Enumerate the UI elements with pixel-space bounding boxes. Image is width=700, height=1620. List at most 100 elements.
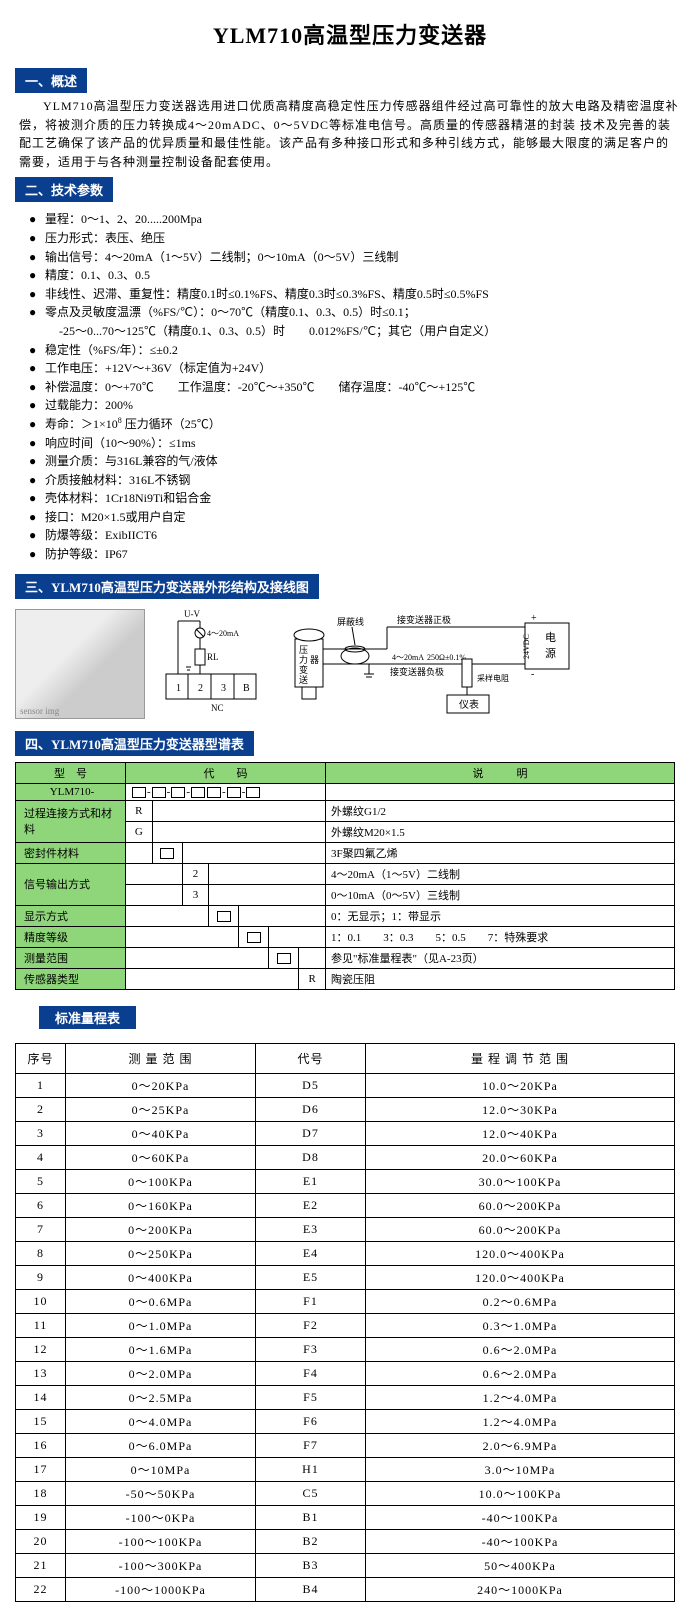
param-item: 工作电压：+12V～+36V（标定值为+24V） (45, 359, 685, 378)
range-cell: -40～100KPa (366, 1505, 675, 1529)
range-cell: 0～10MPa (66, 1457, 256, 1481)
range-row: 170～10MPaH13.0～10MPa (16, 1457, 675, 1481)
range-cell: 10.0～100KPa (366, 1481, 675, 1505)
range-cell: 50～400KPa (366, 1553, 675, 1577)
range-cell: B4 (256, 1577, 366, 1601)
range-cell: 1.2～4.0MPa (366, 1385, 675, 1409)
param-item: 响应时间（10～90%）：≤1ms (45, 434, 685, 453)
range-cell: F4 (256, 1361, 366, 1385)
range-cell: 0～4.0MPa (66, 1409, 256, 1433)
svg-text:RL: RL (207, 652, 219, 662)
param-item: 零点及灵敏度温漂（%FS/℃）：0～70℃（精度0.1、0.3、0.5）时≤0.… (45, 303, 685, 340)
range-cell: -100～0KPa (66, 1505, 256, 1529)
spec-model: YLM710- (16, 783, 126, 800)
range-cell: 2 (16, 1097, 66, 1121)
range-cell: 0.2～0.6MPa (366, 1289, 675, 1313)
param-item: 介质接触材料：316L不锈钢 (45, 471, 685, 490)
range-cell: 120.0～400KPa (366, 1241, 675, 1265)
range-cell: F5 (256, 1385, 366, 1409)
spec-table: 型 号 代 码 说 明 YLM710- ----- 过程连接方式和材料R外螺纹G… (15, 762, 675, 990)
section-params: 二、技术参数 (15, 177, 113, 202)
range-row: 60～160KPaE260.0～200KPa (16, 1193, 675, 1217)
range-cell: 1 (16, 1073, 66, 1097)
range-row: 20～25KPaD612.0～30KPa (16, 1097, 675, 1121)
range-cell: 0.6～2.0MPa (366, 1337, 675, 1361)
range-cell: 0～100KPa (66, 1169, 256, 1193)
param-item: 壳体材料：1Cr18Ni9Ti和铝合金 (45, 489, 685, 508)
param-list: 量程：0～1、2、20.....200Mpa压力形式：表压、绝压输出信号：4～2… (15, 206, 685, 567)
range-row: 80～250KPaE4120.0～400KPa (16, 1241, 675, 1265)
range-cell: -100～300KPa (66, 1553, 256, 1577)
range-row: 21-100～300KPaB350～400KPa (16, 1553, 675, 1577)
range-table: 序号测 量 范 围代号量 程 调 节 范 围10～20KPaD510.0～20K… (15, 1043, 675, 1602)
spec-desc: 1：0.1 3：0.3 5：0.5 7：特殊要求 (326, 926, 675, 947)
diagram-row: 1 2 3 B NC U-V 4～20mA RL 压 力 变 送 器 屏蔽线 (15, 603, 685, 725)
range-cell: 0～250KPa (66, 1241, 256, 1265)
range-cell: 0.6～2.0MPa (366, 1361, 675, 1385)
range-cell: 0～160KPa (66, 1193, 256, 1217)
svg-text:变: 变 (299, 664, 308, 675)
range-cell: 0～200KPa (66, 1217, 256, 1241)
range-cell: 0～2.0MPa (66, 1361, 256, 1385)
range-cell: D5 (256, 1073, 366, 1097)
range-cell: 4 (16, 1145, 66, 1169)
range-row: 110～1.0MPaF20.3～1.0MPa (16, 1313, 675, 1337)
range-cell: 20 (16, 1529, 66, 1553)
range-row: 10～20KPaD510.0～20KPa (16, 1073, 675, 1097)
range-cell: -100～100KPa (66, 1529, 256, 1553)
spec-code (209, 905, 239, 926)
param-item: 稳定性（%FS/年）：≤±0.2 (45, 341, 685, 360)
range-cell: 12 (16, 1337, 66, 1361)
range-cell: F6 (256, 1409, 366, 1433)
range-cell: B2 (256, 1529, 366, 1553)
range-cell: 120.0～400KPa (366, 1265, 675, 1289)
section-range: 标准量程表 (39, 1006, 136, 1029)
svg-text:1: 1 (176, 683, 181, 694)
range-row: 30～40KPaD712.0～40KPa (16, 1121, 675, 1145)
svg-text:接变送器负极: 接变送器负极 (390, 666, 444, 677)
range-row: 90～400KPaE5120.0～400KPa (16, 1265, 675, 1289)
spec-label: 精度等级 (16, 926, 126, 947)
range-cell: 3 (16, 1121, 66, 1145)
range-cell: E2 (256, 1193, 366, 1217)
svg-text:2: 2 (198, 683, 203, 694)
section-diagram: 三、YLM710高温型压力变送器外形结构及接线图 (15, 574, 319, 599)
range-cell: -100～1000KPa (66, 1577, 256, 1601)
product-photo (15, 609, 145, 719)
range-cell: 0～25KPa (66, 1097, 256, 1121)
spec-desc: 0～10mA（0～5V）三线制 (326, 884, 675, 905)
spec-label: 信号输出方式 (16, 863, 126, 905)
range-cell: 13 (16, 1361, 66, 1385)
range-cell: C5 (256, 1481, 366, 1505)
range-cell: -40～100KPa (366, 1529, 675, 1553)
spec-code: 2 (182, 863, 209, 884)
range-cell: 15 (16, 1409, 66, 1433)
range-header: 量 程 调 节 范 围 (366, 1043, 675, 1073)
spec-label: 显示方式 (16, 905, 126, 926)
param-item: 测量介质：与316L兼容的气/液体 (45, 452, 685, 471)
param-item: 精度：0.1、0.3、0.5 (45, 266, 685, 285)
svg-text:采样电阻: 采样电阻 (477, 673, 509, 683)
svg-text:U-V: U-V (184, 609, 200, 619)
svg-text:24VDC: 24VDC (522, 634, 531, 659)
range-cell: 10 (16, 1289, 66, 1313)
range-row: 70～200KPaE360.0～200KPa (16, 1217, 675, 1241)
range-row: 150～4.0MPaF61.2～4.0MPa (16, 1409, 675, 1433)
spec-desc: 0：无显示；1：带显示 (326, 905, 675, 926)
code-template: ----- (126, 783, 326, 800)
range-row: 19-100～0KPaB1-40～100KPa (16, 1505, 675, 1529)
range-cell: F3 (256, 1337, 366, 1361)
svg-text:-: - (531, 669, 534, 680)
spec-hd-desc: 说 明 (326, 762, 675, 783)
range-cell: 0～1.6MPa (66, 1337, 256, 1361)
range-cell: 0.3～1.0MPa (366, 1313, 675, 1337)
section-overview: 一、概述 (15, 68, 87, 93)
range-cell: 6 (16, 1193, 66, 1217)
range-cell: E4 (256, 1241, 366, 1265)
spec-label: 传感器类型 (16, 968, 126, 989)
spec-hd-model: 型 号 (16, 762, 126, 783)
range-cell: 0～20KPa (66, 1073, 256, 1097)
range-cell: D6 (256, 1097, 366, 1121)
spec-desc: 4～20mA（1～5V）二线制 (326, 863, 675, 884)
param-item: 非线性、迟滞、重复性：精度0.1时≤0.1%FS、精度0.3时≤0.3%FS、精… (45, 285, 685, 304)
